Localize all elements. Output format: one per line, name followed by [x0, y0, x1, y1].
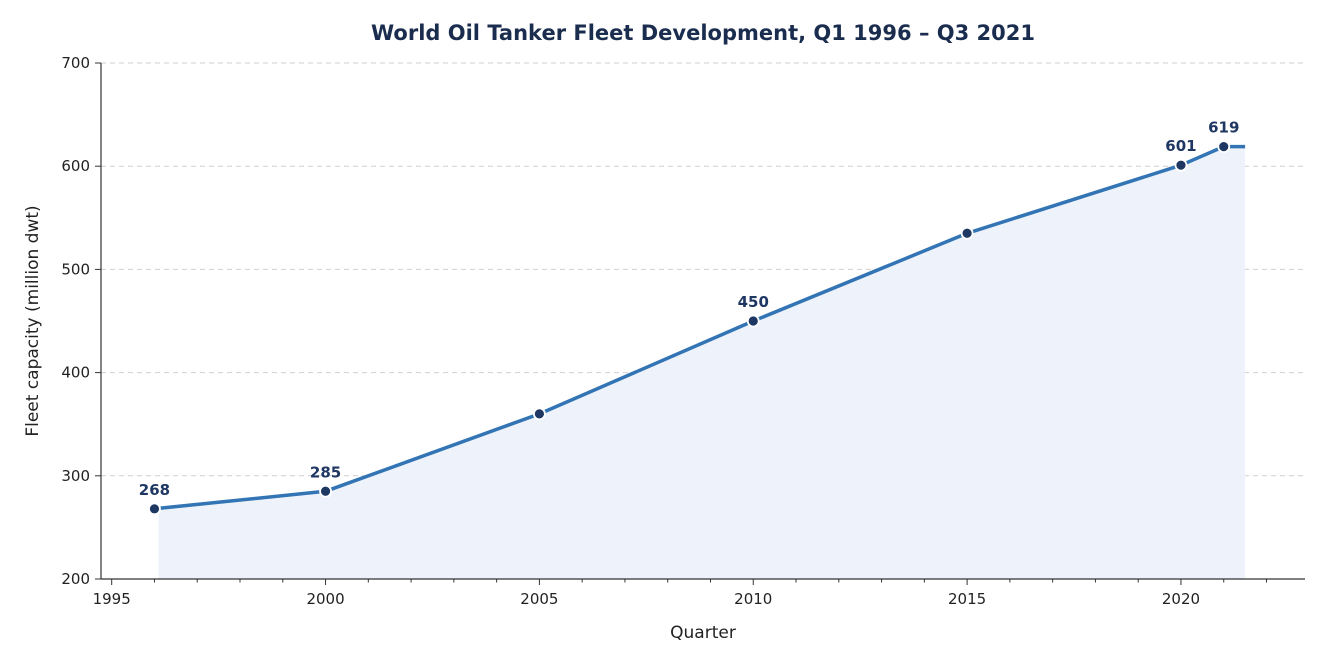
y-tick-label: 300: [61, 467, 90, 485]
marker-layer: [148, 140, 1231, 516]
x-tick-label: 2000: [306, 590, 344, 608]
data-label: 601: [1165, 137, 1196, 155]
y-tick-label: 400: [61, 364, 90, 382]
x-tick-label: 2020: [1162, 590, 1200, 608]
data-point: [1174, 158, 1188, 172]
data-label: 619: [1208, 119, 1239, 137]
y-tick-label: 600: [61, 157, 90, 175]
x-tick-layer: 1995 2000 2005 2010 2015 2020: [93, 579, 1268, 608]
label-layer: 268 285 450 601 619: [139, 119, 1240, 499]
y-tick-label: 200: [61, 570, 90, 588]
series-line: [154, 144, 1246, 511]
x-tick-label: 2005: [520, 590, 558, 608]
data-point: [319, 484, 332, 498]
y-axis-label: Fleet capacity (million dwt): [23, 205, 43, 436]
data-point: [746, 314, 760, 328]
area-fill: [158, 146, 1246, 579]
y-tick-layer: 200 300 400 500 600 700: [61, 54, 101, 588]
y-tick-label: 700: [61, 54, 90, 72]
x-tick-label: 2015: [948, 590, 986, 608]
x-tick-label: 2010: [734, 590, 772, 608]
y-tick-label: 500: [61, 260, 90, 278]
data-point: [533, 407, 546, 421]
data-label: 285: [310, 463, 341, 481]
data-label: 450: [738, 293, 769, 311]
data-point: [148, 502, 161, 516]
data-point: [1217, 140, 1231, 153]
data-point: [960, 226, 974, 240]
chart-title: World Oil Tanker Fleet Development, Q1 1…: [371, 21, 1035, 45]
x-axis-label: Quarter: [670, 623, 736, 643]
x-tick-label: 1995: [93, 590, 131, 608]
data-label: 268: [139, 481, 170, 499]
